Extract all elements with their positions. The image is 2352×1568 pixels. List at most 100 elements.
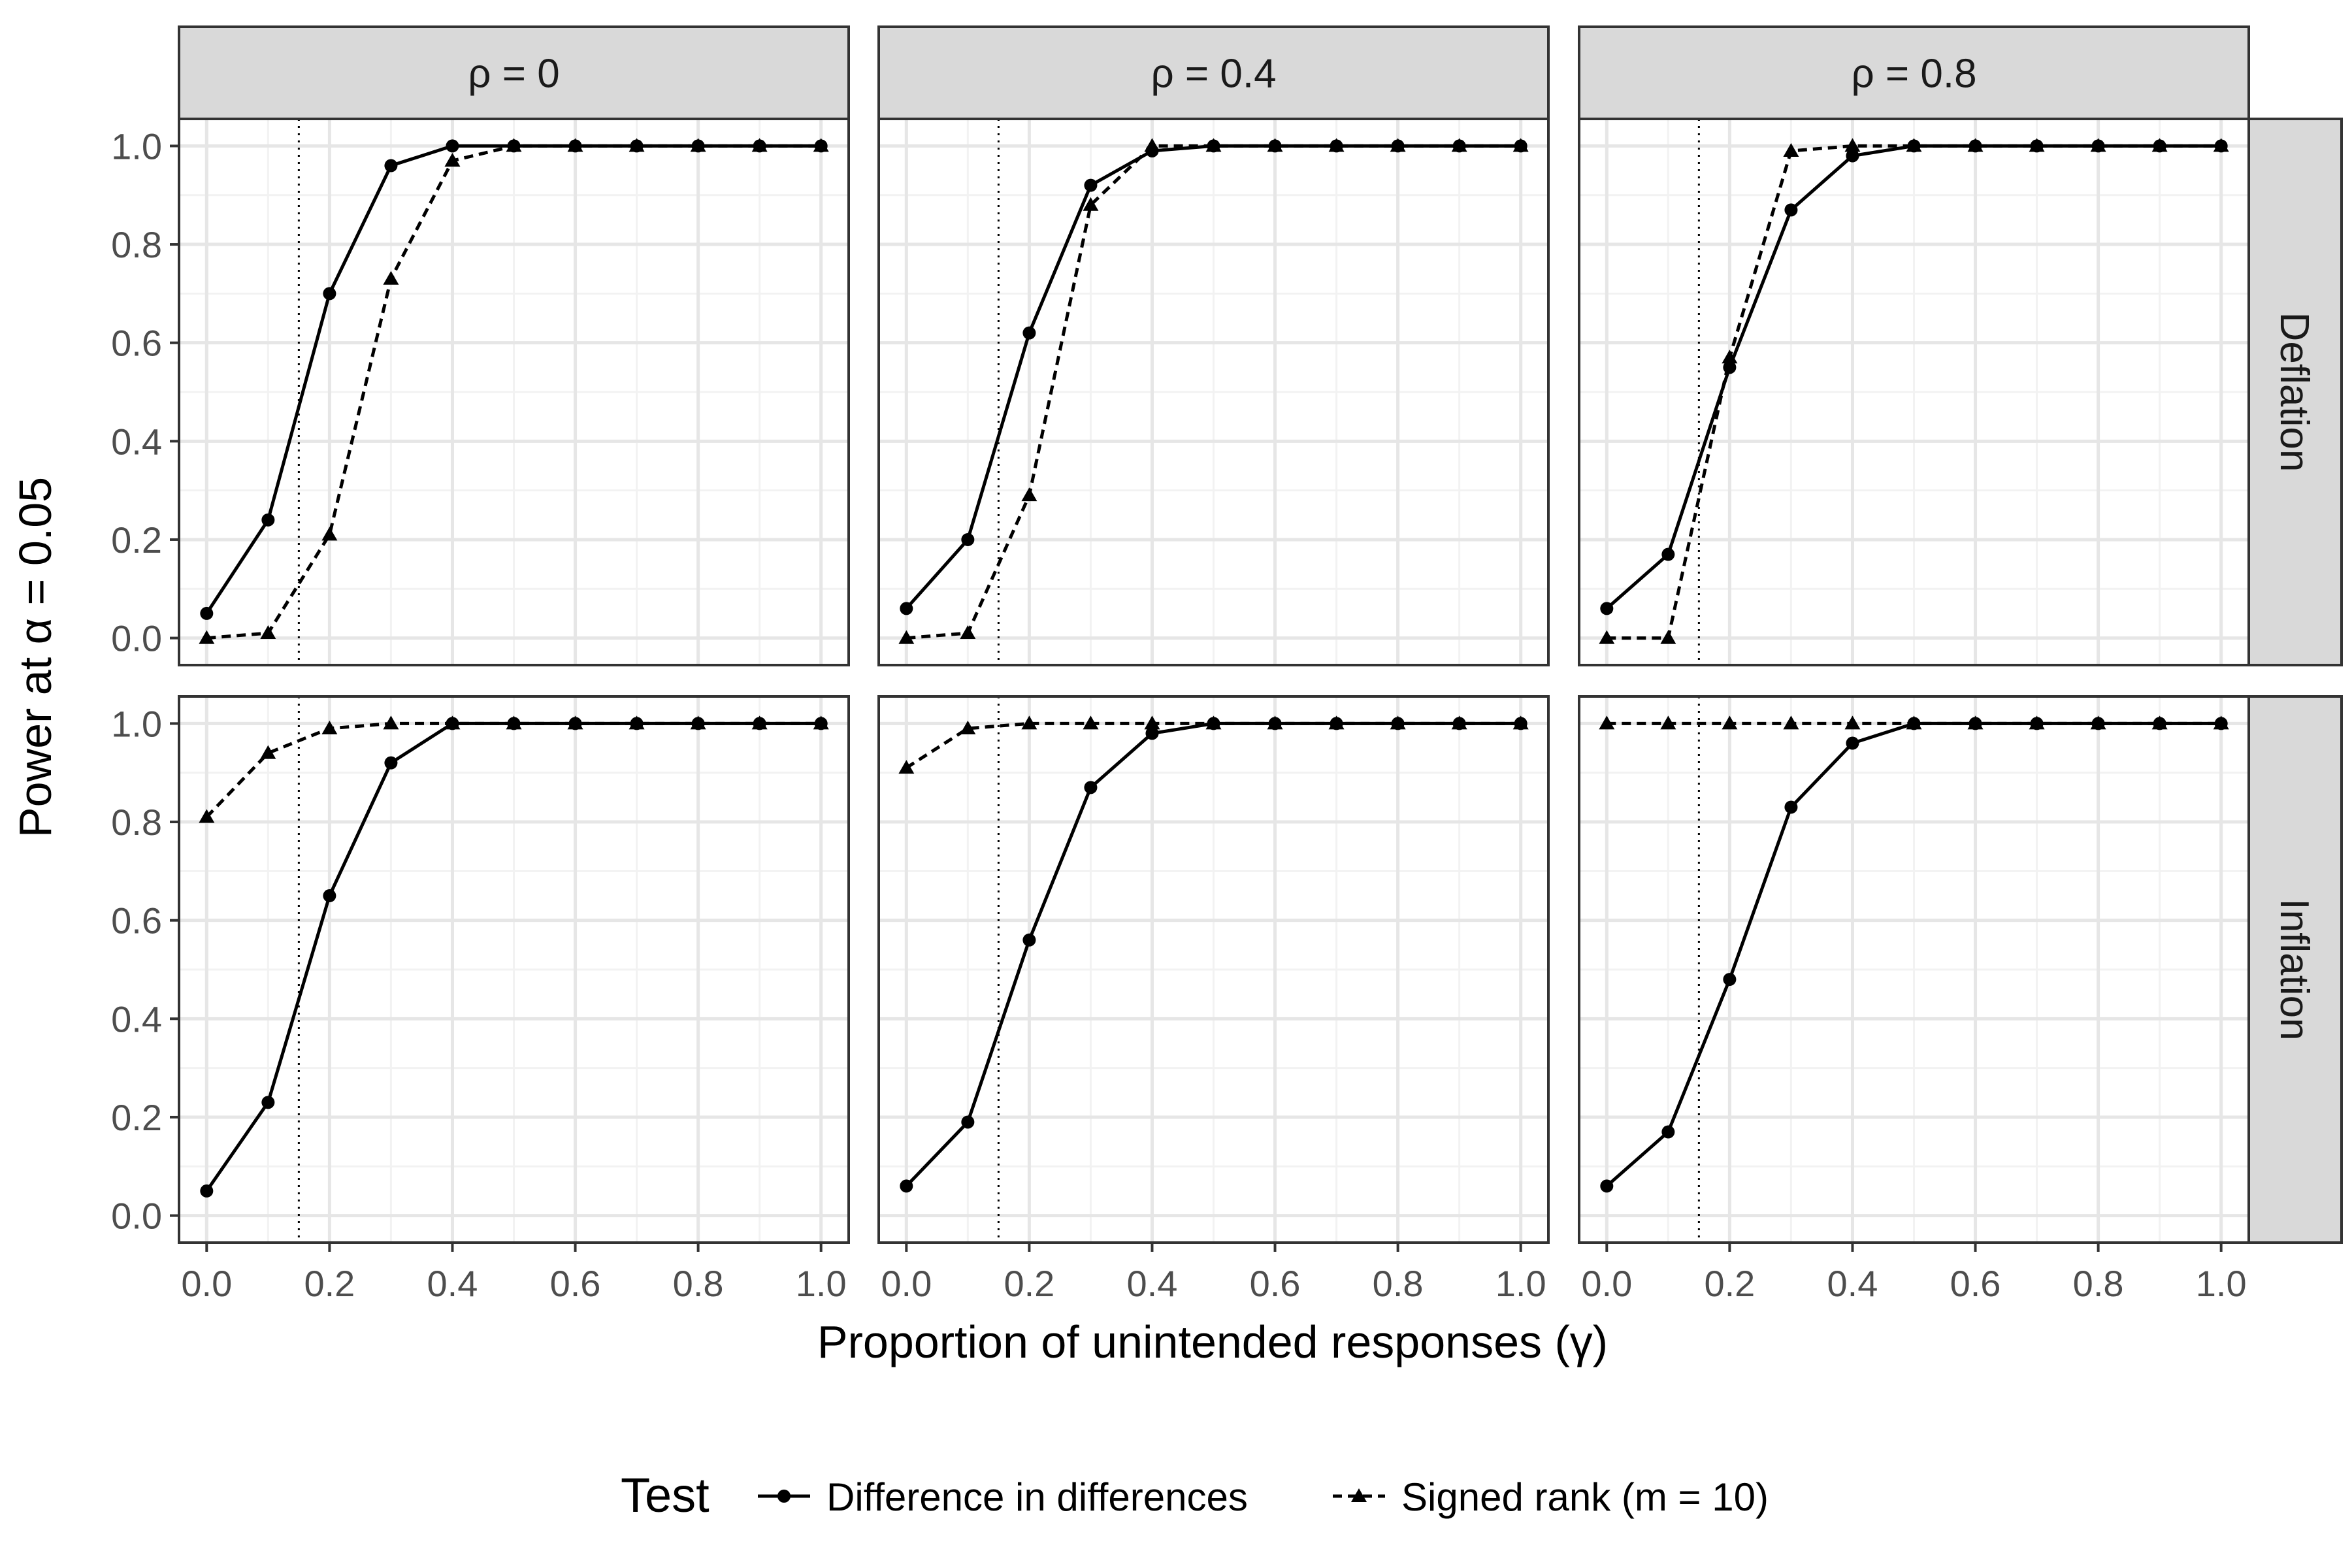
- x-tick-label: 1.0: [1495, 1263, 1546, 1304]
- x-tick-label: 0.6: [1950, 1263, 2001, 1304]
- facet-column-label: ρ = 0.4: [1151, 52, 1276, 97]
- point-signed-rank: [1906, 715, 1922, 730]
- panel-inflation-1: [877, 695, 1550, 1244]
- point-signed-rank: [1722, 715, 1738, 730]
- point-difference-in-differences: [200, 1184, 214, 1198]
- point-signed-rank: [1021, 487, 1037, 502]
- point-signed-rank: [2029, 715, 2045, 730]
- point-difference-in-differences: [1846, 736, 1859, 750]
- point-difference-in-differences: [1084, 781, 1098, 794]
- panel-inflation-0: [178, 695, 850, 1244]
- y-tick-label: 0.4: [111, 998, 162, 1039]
- x-tick-label: 1.0: [796, 1263, 847, 1304]
- point-signed-rank: [444, 715, 461, 730]
- point-difference-in-differences: [1661, 1125, 1675, 1139]
- point-signed-rank: [690, 715, 706, 730]
- point-signed-rank: [199, 809, 215, 823]
- point-signed-rank: [260, 625, 276, 640]
- point-signed-rank: [1328, 715, 1345, 730]
- point-difference-in-differences: [1784, 203, 1798, 217]
- x-tick-label: 0.0: [881, 1263, 932, 1304]
- point-signed-rank: [1451, 138, 1467, 152]
- point-difference-in-differences: [1600, 602, 1614, 615]
- point-signed-rank: [1144, 138, 1160, 152]
- x-axis-title: Proportion of unintended responses (γ): [817, 1316, 1608, 1367]
- y-tick-label: 0.2: [111, 519, 162, 561]
- point-difference-in-differences: [1723, 973, 1737, 987]
- y-tick-label: 0.0: [111, 1196, 162, 1237]
- legend-key-marker: [777, 1490, 791, 1503]
- point-signed-rank: [898, 760, 915, 774]
- point-signed-rank: [1451, 715, 1467, 730]
- point-signed-rank: [2151, 138, 2168, 152]
- point-difference-in-differences: [900, 1179, 913, 1193]
- y-tick-label: 0.4: [111, 421, 162, 462]
- facet-row-label: Deflation: [2272, 312, 2317, 472]
- point-signed-rank: [1390, 138, 1406, 152]
- x-tick-label: 0.8: [2073, 1263, 2124, 1304]
- point-signed-rank: [1599, 715, 1615, 730]
- point-difference-in-differences: [900, 602, 913, 615]
- point-signed-rank: [751, 715, 768, 730]
- facet-strip-row: [2247, 118, 2343, 666]
- point-signed-rank: [2090, 715, 2106, 730]
- facet-column-label: ρ = 0: [468, 52, 559, 97]
- x-tick-label: 0.0: [181, 1263, 232, 1304]
- point-difference-in-differences: [961, 1115, 975, 1129]
- point-difference-in-differences: [200, 606, 214, 620]
- point-signed-rank: [2213, 715, 2229, 730]
- y-tick-label: 0.0: [111, 618, 162, 659]
- point-signed-rank: [629, 715, 645, 730]
- legend-entry-label: Signed rank (m = 10): [1401, 1475, 1769, 1519]
- point-signed-rank: [1267, 715, 1283, 730]
- point-signed-rank: [1906, 138, 1922, 152]
- point-signed-rank: [2213, 138, 2229, 152]
- point-signed-rank: [260, 745, 276, 759]
- panel-deflation-2: [1578, 118, 2250, 666]
- point-signed-rank: [321, 720, 338, 734]
- x-tick-label: 0.0: [1581, 1263, 1632, 1304]
- point-signed-rank: [960, 720, 976, 734]
- point-signed-rank: [321, 527, 338, 541]
- point-difference-in-differences: [384, 756, 398, 770]
- panel-border: [178, 695, 850, 1244]
- point-signed-rank: [960, 625, 976, 640]
- facet-strip-column: [178, 25, 850, 120]
- y-tick-label: 0.8: [111, 224, 162, 265]
- panel-inflation-2: [1578, 695, 2250, 1244]
- point-signed-rank: [1599, 630, 1615, 644]
- y-axis-title: Power at α = 0.05: [10, 477, 61, 838]
- x-tick-label: 0.4: [1127, 1263, 1178, 1304]
- point-signed-rank: [1783, 715, 1799, 730]
- point-signed-rank: [1021, 715, 1037, 730]
- point-signed-rank: [1722, 350, 1738, 364]
- legend-title: Test: [621, 1468, 710, 1522]
- point-difference-in-differences: [323, 287, 336, 301]
- point-signed-rank: [383, 270, 399, 285]
- point-difference-in-differences: [1784, 800, 1798, 814]
- point-signed-rank: [813, 138, 829, 152]
- point-signed-rank: [1512, 715, 1529, 730]
- y-tick-label: 1.0: [111, 125, 162, 167]
- point-difference-in-differences: [1661, 547, 1675, 561]
- point-signed-rank: [1328, 138, 1345, 152]
- point-difference-in-differences: [1022, 933, 1036, 947]
- x-tick-label: 0.6: [550, 1263, 601, 1304]
- facet-strip-row: [2247, 695, 2343, 1244]
- facet-strip-column: [877, 25, 1550, 120]
- point-signed-rank: [1083, 715, 1099, 730]
- point-difference-in-differences: [384, 159, 398, 172]
- point-difference-in-differences: [261, 513, 275, 527]
- point-signed-rank: [1390, 715, 1406, 730]
- point-signed-rank: [690, 138, 706, 152]
- x-tick-label: 0.8: [673, 1263, 724, 1304]
- y-tick-label: 0.2: [111, 1097, 162, 1138]
- point-difference-in-differences: [1145, 727, 1159, 740]
- point-signed-rank: [1083, 197, 1099, 211]
- point-signed-rank: [506, 715, 522, 730]
- point-signed-rank: [1267, 138, 1283, 152]
- point-signed-rank: [506, 138, 522, 152]
- x-tick-label: 0.4: [1827, 1263, 1878, 1304]
- point-difference-in-differences: [261, 1096, 275, 1109]
